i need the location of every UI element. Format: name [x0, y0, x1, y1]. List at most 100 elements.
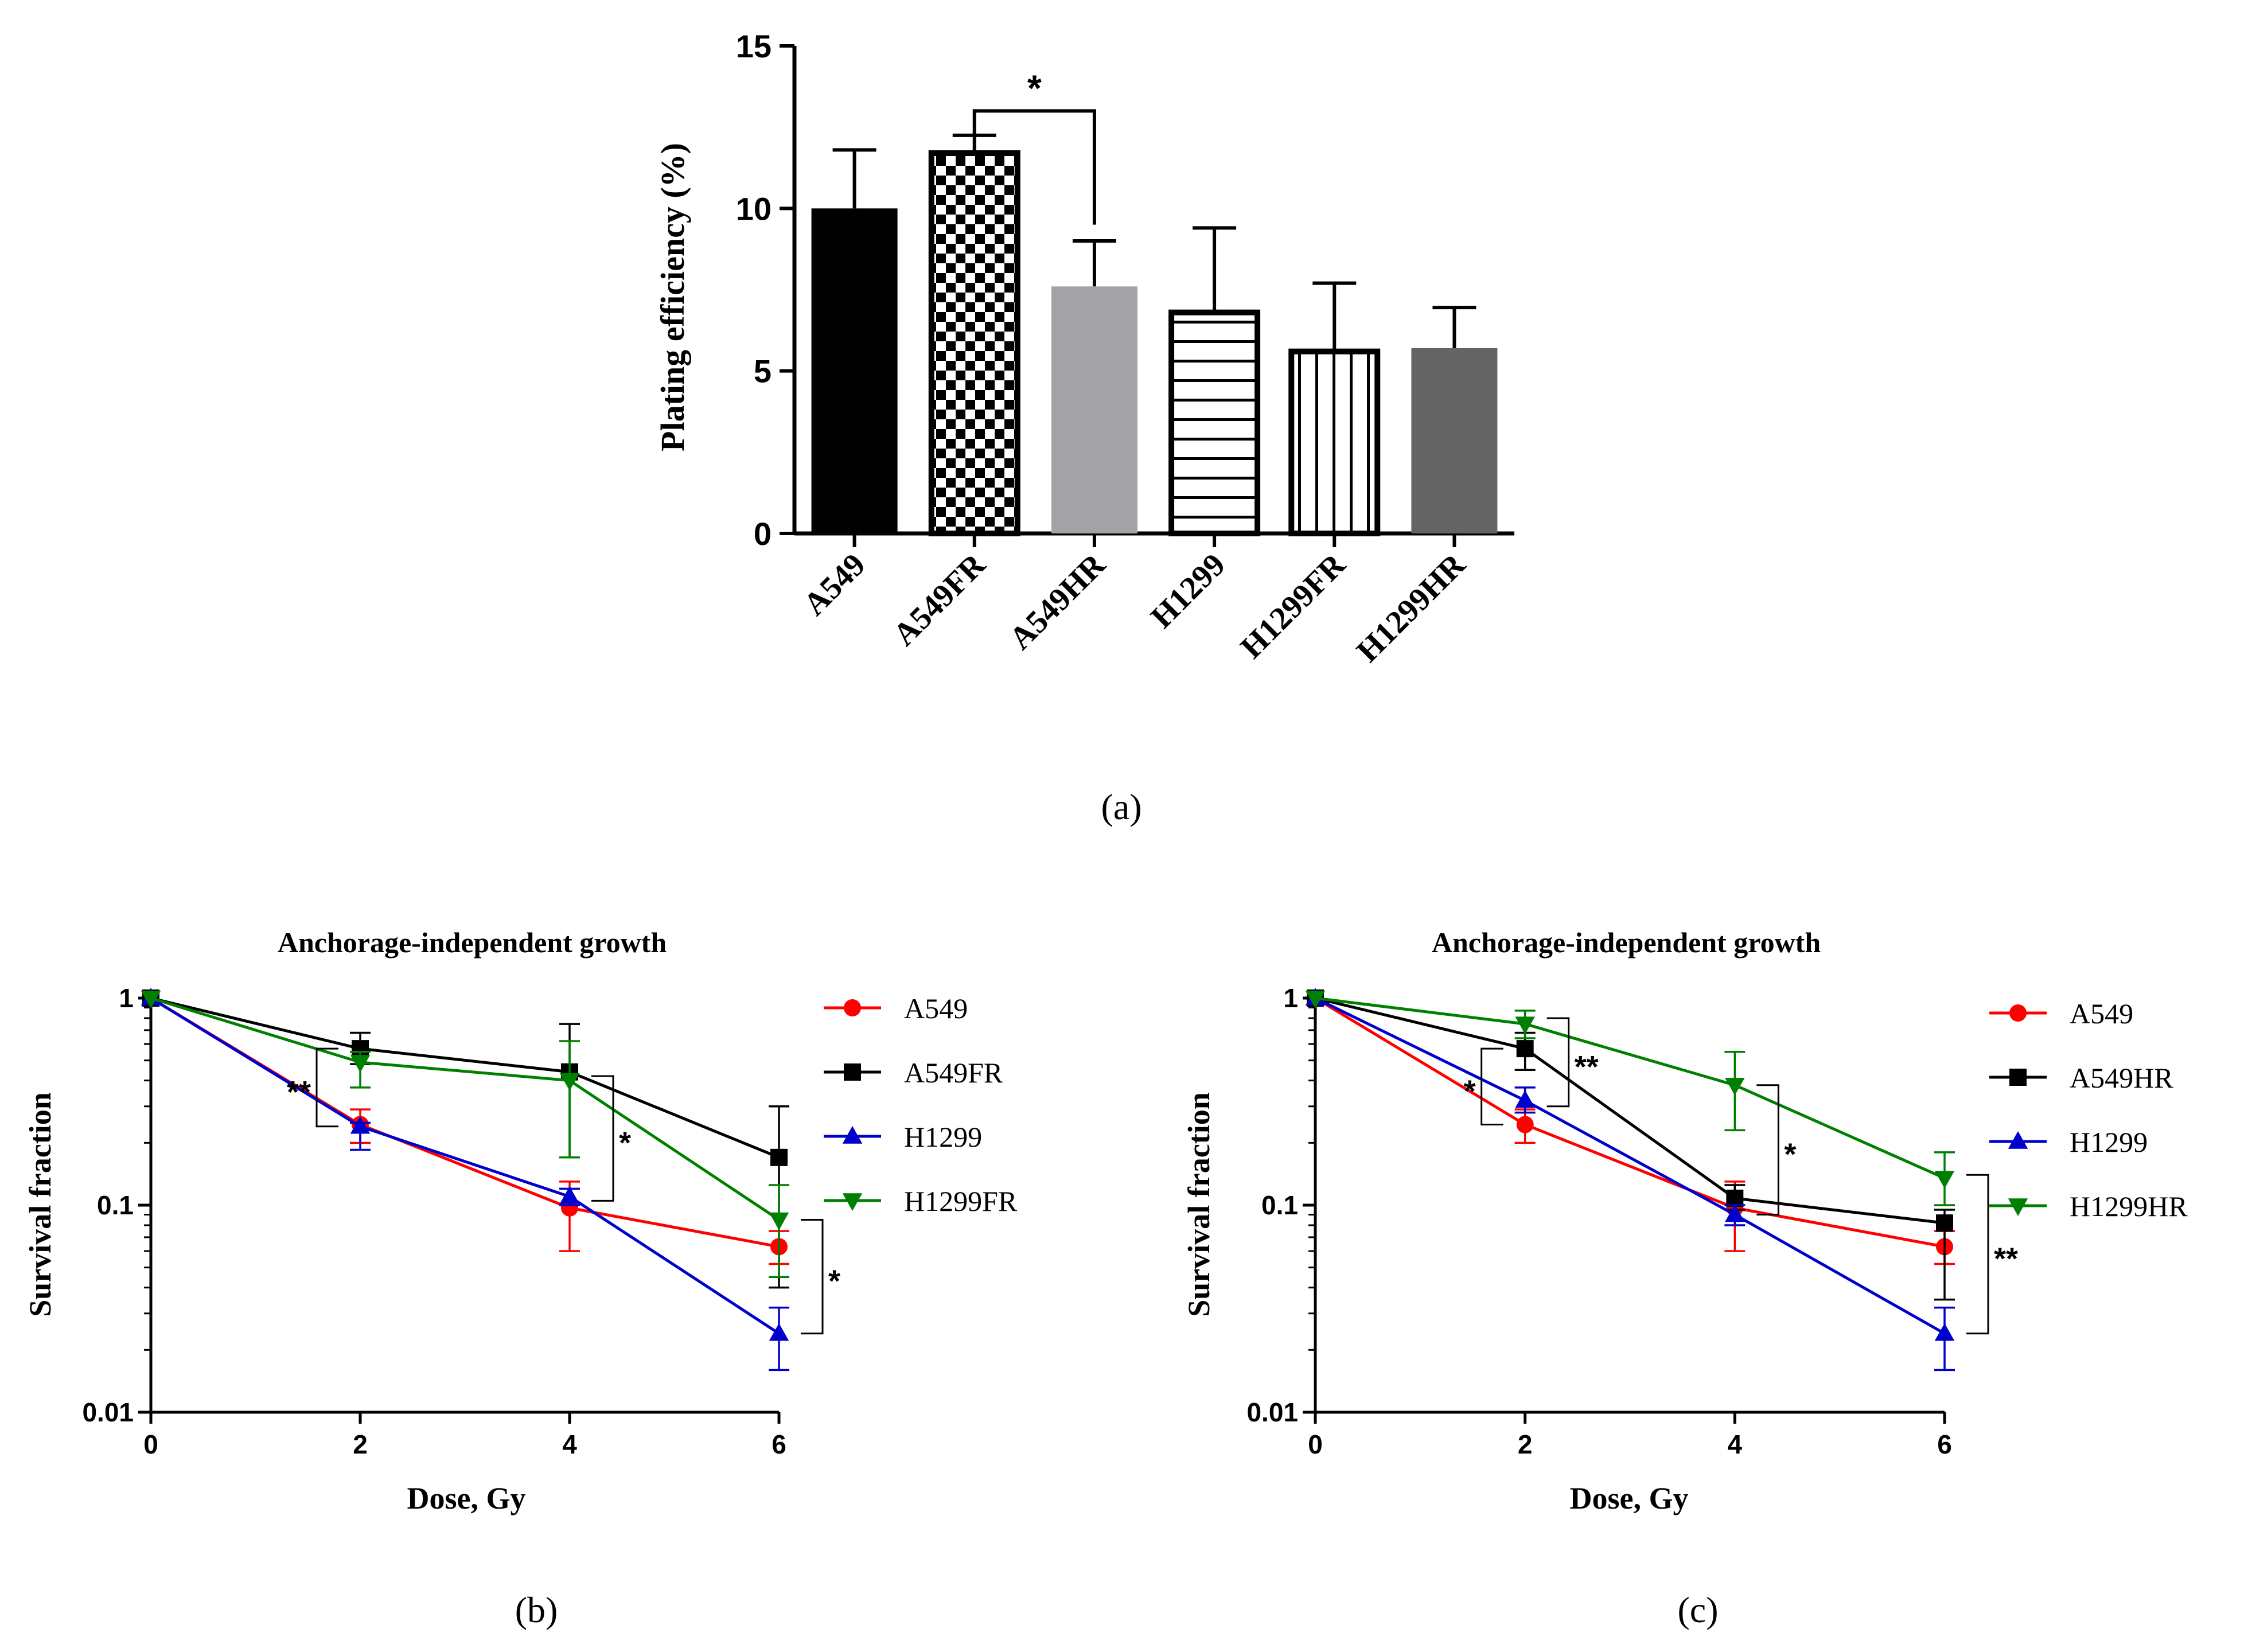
x-tick-label: 0	[143, 1429, 158, 1459]
significance-annotations: *	[972, 67, 1096, 225]
bar-h1299	[1168, 309, 1261, 537]
y-tick-label: 0.01	[1246, 1397, 1298, 1427]
y-tick-label: 5	[754, 353, 772, 389]
x-tick-label: 6	[1937, 1429, 1952, 1459]
legend-label: H1299	[904, 1121, 982, 1153]
x-tick-label: 2	[1518, 1429, 1533, 1459]
significance-bracket	[972, 109, 1096, 225]
data-point-triangle-down	[1934, 1171, 1955, 1189]
data-point-circle	[1516, 1116, 1534, 1133]
x-tick-label: 2	[353, 1429, 368, 1459]
data-point-triangle-down	[141, 991, 161, 1008]
significance-star: **	[287, 1075, 311, 1109]
significance-star: *	[1784, 1137, 1796, 1172]
y-tick-label: 15	[736, 28, 772, 64]
bar-a549	[811, 208, 898, 533]
series-h1299fr	[141, 991, 789, 1278]
significance-bracket	[801, 1218, 824, 1335]
series-line	[1315, 996, 1945, 1225]
significance-star: *	[828, 1264, 840, 1299]
x-tick-label: H1299HR	[1350, 547, 1472, 669]
x-tick-label: A549FR	[886, 547, 992, 653]
y-tick-label: 1	[1283, 983, 1298, 1013]
y-axis-title: Survival fraction	[1182, 1092, 1216, 1316]
legend-label: A549	[904, 992, 968, 1024]
x-axis-title: Dose, Gy	[1570, 1481, 1689, 1515]
data-point-triangle-up	[559, 1186, 580, 1204]
panel-label-b: (b)	[515, 1589, 558, 1630]
significance-bracket	[315, 1047, 338, 1128]
x-tick-label: 4	[1728, 1429, 1743, 1459]
legend-label: H1299	[2070, 1126, 2148, 1158]
y-axis-title: Plating efficiency (%)	[654, 143, 691, 451]
series-line	[150, 996, 780, 1335]
legend-item-a549: A549	[824, 992, 968, 1024]
legend-label: A549	[2070, 998, 2133, 1030]
x-tick-label: A549	[797, 547, 872, 622]
significance-star: **	[1994, 1241, 2018, 1276]
significance-star: *	[1027, 67, 1042, 108]
x-tick-label: 0	[1308, 1429, 1323, 1459]
series-line	[150, 996, 780, 1159]
survival-chart-panel-c: Anchorage-independent growth Survival fr…	[1182, 926, 2188, 1630]
significance-star: **	[1575, 1050, 1599, 1084]
significance-bracket	[591, 1075, 614, 1202]
legend-item-h1299fr: H1299FR	[824, 1185, 1018, 1217]
data-point-square	[1516, 1040, 1534, 1058]
data-point-triangle-down	[1305, 991, 1326, 1008]
legend-item-h1299hr: H1299HR	[1989, 1190, 2188, 1222]
legend-label: A549HR	[2070, 1062, 2173, 1094]
legend-item-h1299: H1299	[824, 1121, 982, 1153]
series-h1299	[141, 988, 789, 1372]
y-axis-title: Survival fraction	[23, 1092, 57, 1316]
legend-item-a549hr: A549HR	[1989, 1062, 2173, 1094]
data-point-square	[770, 1148, 788, 1166]
data-point-square	[2009, 1069, 2027, 1086]
series-h1299hr	[1305, 991, 1955, 1206]
data-point-triangle-up	[2008, 1131, 2028, 1149]
legend-label: A549FR	[904, 1057, 1003, 1089]
legend-item-a549fr: A549FR	[824, 1057, 1003, 1089]
series-a549	[142, 989, 789, 1265]
data-point-triangle-down	[350, 1055, 371, 1073]
data-point-circle	[2009, 1004, 2027, 1022]
x-tick-label: H1299FR	[1234, 547, 1353, 665]
data-point-circle	[844, 999, 861, 1016]
data-point-triangle-down	[769, 1212, 789, 1230]
x-tick-label: 6	[772, 1429, 786, 1459]
data-point-square	[1936, 1214, 1953, 1232]
y-tick-label: 0.1	[97, 1190, 134, 1220]
y-tick-label: 0.01	[82, 1397, 134, 1427]
bar-chart-panel: Plating efficiency (%) 0 5 10 15 A549 A549FR A…	[654, 28, 1514, 827]
panel-label-a: (a)	[1101, 786, 1142, 827]
significance-bracket	[1756, 1084, 1779, 1216]
panel-label-c: (c)	[1677, 1589, 1718, 1630]
data-point-triangle-up	[350, 1116, 371, 1134]
series-a549fr	[142, 989, 789, 1289]
data-point-square	[1726, 1189, 1744, 1207]
data-point-triangle-down	[1515, 1016, 1535, 1035]
bar-a549hr	[1051, 286, 1137, 533]
series-line	[1314, 996, 1945, 1248]
x-tick-label: H1299	[1144, 547, 1232, 635]
survival-chart-panel-b: Anchorage-independent growth Survival fr…	[23, 926, 1018, 1630]
x-tick-label: A549HR	[1003, 547, 1113, 657]
bar-h1299hr	[1411, 348, 1498, 533]
series-line	[150, 996, 780, 1248]
significance-star: *	[1464, 1074, 1476, 1108]
legend-label: H1299FR	[904, 1185, 1018, 1217]
series-a549hr	[1307, 989, 1955, 1301]
bar-a549fr	[928, 150, 1020, 536]
data-point-triangle-up	[842, 1126, 863, 1144]
y-tick-label: 1	[119, 983, 134, 1013]
data-point-triangle-down	[1725, 1077, 1745, 1096]
legend: A549 A549HR H1299 H1299HR	[1989, 998, 2188, 1222]
chart-title: Anchorage-independent growth	[278, 926, 667, 959]
significance-star: *	[619, 1126, 631, 1160]
bar-h1299fr	[1288, 348, 1381, 537]
series-line	[150, 996, 780, 1221]
significance-bracket	[1546, 1017, 1570, 1108]
legend-item-a549: A549	[1989, 998, 2133, 1030]
x-axis-title: Dose, Gy	[407, 1481, 526, 1515]
